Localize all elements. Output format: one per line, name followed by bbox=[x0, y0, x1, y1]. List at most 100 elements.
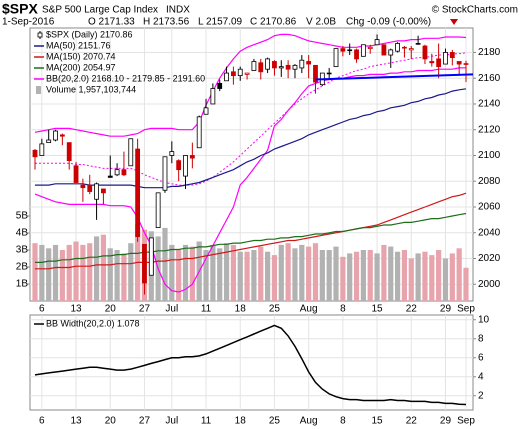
candle-body bbox=[244, 72, 250, 75]
candle-body bbox=[39, 143, 45, 156]
candle-body bbox=[443, 52, 448, 65]
volume-bar bbox=[436, 250, 442, 301]
legend-label: MA(50) 2151.76 bbox=[46, 40, 111, 50]
legend-icon bbox=[37, 32, 43, 38]
volume-bar bbox=[319, 250, 325, 301]
indicator-plot: 6 13 20 27 Jul 11 18 25 Aug 8 15 22 29 Sep 2 4 6 8 10 BB Wi… bbox=[30, 314, 490, 427]
legend-label: BB Width(20,2.0) 1.078 bbox=[46, 318, 140, 328]
candle-body bbox=[360, 44, 366, 57]
candle-body bbox=[299, 59, 305, 69]
quote-open: O 2171.33 bbox=[88, 17, 135, 28]
volume-bar bbox=[230, 244, 236, 301]
candle-body bbox=[121, 169, 127, 176]
legend-label: MA(200) 2054.97 bbox=[46, 62, 116, 72]
volume-bar bbox=[415, 253, 421, 301]
volume-bar bbox=[360, 250, 366, 301]
y-tick-label: 2020 bbox=[478, 253, 501, 264]
candle-body bbox=[162, 156, 168, 191]
volume-bar bbox=[340, 256, 346, 301]
x-tick-label: 25 bbox=[269, 304, 281, 315]
y-tick-label: 2100 bbox=[478, 150, 501, 161]
candle-body bbox=[135, 148, 141, 238]
price-plot: 6 13 20 27 Jul 11 18 25 Aug 8 15 22 29 Sep 2000 2020 204… bbox=[16, 28, 501, 315]
candle-body bbox=[367, 46, 373, 50]
candle-body bbox=[87, 184, 93, 192]
x-tick-label: 6 bbox=[39, 416, 45, 427]
y-tick-label: 2160 bbox=[478, 73, 501, 84]
y-tick-label: 2120 bbox=[478, 124, 501, 135]
y2-tick-label: 4B bbox=[16, 228, 29, 239]
volume-bar bbox=[32, 243, 38, 301]
candle-body bbox=[94, 183, 99, 200]
volume-bar bbox=[463, 267, 469, 301]
candle-body bbox=[258, 62, 264, 73]
quote-high: H 2173.56 bbox=[143, 17, 190, 28]
ma-line bbox=[35, 212, 467, 263]
candle-body bbox=[347, 49, 353, 52]
security-name: S&P 500 Large Cap Index bbox=[42, 5, 158, 16]
indicator-line bbox=[34, 324, 467, 406]
candle-body bbox=[265, 58, 271, 70]
quote-change: Chg -0.09 (-0.00%) bbox=[346, 17, 431, 28]
candle-body bbox=[449, 52, 455, 59]
candle-body bbox=[354, 49, 359, 60]
candle-body bbox=[456, 61, 462, 65]
volume-bar bbox=[169, 244, 175, 301]
volume-bar bbox=[292, 248, 298, 301]
candle-body bbox=[73, 165, 79, 183]
x-tick-label: 11 bbox=[201, 416, 212, 427]
volume-bar bbox=[456, 248, 462, 301]
x-tick-label: 27 bbox=[139, 304, 151, 315]
y2-tick-label: 3B bbox=[16, 245, 29, 256]
volume-bar bbox=[223, 243, 230, 301]
x-tick-label: 20 bbox=[105, 416, 117, 427]
y-tick-label: 2 bbox=[478, 390, 484, 401]
candle-body bbox=[230, 71, 236, 77]
legend-icon bbox=[36, 86, 41, 94]
candle-body bbox=[142, 243, 147, 284]
candle-body bbox=[333, 48, 339, 68]
x-tick-label: 13 bbox=[70, 304, 82, 315]
y-tick-label: 2140 bbox=[478, 99, 501, 110]
y2-tick-label: 5B bbox=[16, 211, 29, 222]
candle-body bbox=[32, 149, 38, 158]
x-tick-label: 22 bbox=[406, 304, 418, 315]
volume-bar bbox=[258, 246, 264, 301]
volume-bar bbox=[367, 250, 373, 301]
volume-bar bbox=[87, 243, 93, 301]
candle-body bbox=[408, 48, 414, 51]
x-tick-label: 25 bbox=[269, 416, 281, 427]
x-tick-label: 8 bbox=[340, 416, 346, 427]
candle-body bbox=[381, 44, 387, 56]
candle-body bbox=[155, 192, 161, 228]
trendline bbox=[315, 73, 474, 81]
bb-lower bbox=[34, 67, 467, 293]
y-tick-label: 10 bbox=[478, 314, 490, 325]
volume-bar bbox=[121, 253, 127, 301]
volume-bar bbox=[210, 244, 216, 301]
ma-line bbox=[35, 88, 467, 189]
y-tick-label: 6 bbox=[478, 352, 484, 363]
y2-tick-label: 2B bbox=[16, 262, 29, 273]
volume-bar bbox=[429, 255, 435, 301]
quote-volume: V 2.0B bbox=[306, 17, 336, 28]
candle-body bbox=[66, 142, 72, 162]
x-tick-label: 11 bbox=[201, 304, 212, 315]
candle-body bbox=[251, 61, 257, 71]
volume-bar bbox=[306, 246, 312, 301]
x-tick-label: 6 bbox=[39, 304, 45, 315]
y-tick-label: 4 bbox=[478, 371, 484, 382]
volume-bar bbox=[80, 244, 86, 301]
candle-body bbox=[176, 160, 182, 171]
x-tick-label: Sep bbox=[457, 416, 475, 427]
volume-bar bbox=[271, 255, 278, 301]
candle-body bbox=[429, 61, 435, 64]
symbol: $SPX bbox=[2, 1, 38, 17]
y-tick-label: 2080 bbox=[478, 176, 501, 187]
x-tick-label: 15 bbox=[372, 304, 384, 315]
volume-bar bbox=[374, 253, 380, 301]
volume-bar bbox=[244, 251, 250, 301]
x-tick-label: Jul bbox=[165, 416, 178, 427]
candle-body bbox=[210, 88, 216, 105]
